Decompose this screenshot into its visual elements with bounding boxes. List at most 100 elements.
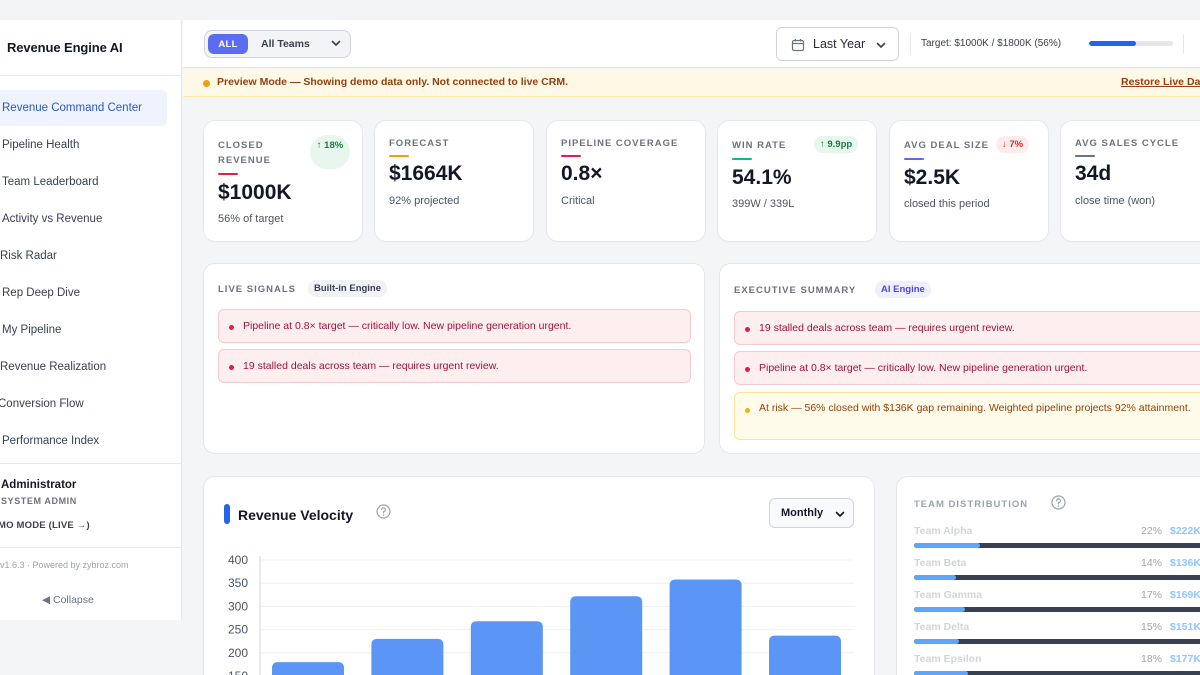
- velocity-bar[interactable]: [272, 662, 344, 675]
- kpi-subtext: 92% projected: [389, 195, 460, 207]
- signal-alert: 19 stalled deals across team — requires …: [218, 349, 691, 383]
- kpi-card-win-rate: WIN RATE ↑ 9.9pp 54.1% 399W / 339L: [717, 120, 877, 242]
- sidebar-item-pipeline-health[interactable]: Pipeline Health: [2, 138, 80, 151]
- panel-title: LIVE SIGNALS: [218, 284, 296, 295]
- user-role: SYSTEM ADMIN: [1, 496, 77, 506]
- kpi-accent: [1075, 155, 1095, 157]
- alert-text: Pipeline at 0.8× target — critically low…: [759, 362, 1088, 374]
- kpi-card-pipeline-coverage: PIPELINE COVERAGE 0.8× Critical: [546, 120, 706, 242]
- kpi-subtext: Critical: [561, 195, 595, 207]
- live-signals-panel: LIVE SIGNALS Built-in Engine Pipeline at…: [203, 263, 705, 454]
- kpi-value: 54.1%: [732, 166, 792, 189]
- scope-all-button[interactable]: ALL: [208, 34, 248, 54]
- sidebar-item-risk-radar[interactable]: Risk Radar: [0, 249, 57, 262]
- y-tick-label: 350: [228, 576, 248, 590]
- sidebar-divider: [0, 547, 182, 548]
- sidebar-nav: Revenue Command Center Pipeline Health T…: [0, 76, 181, 459]
- kpi-accent: [218, 173, 238, 175]
- team-share-percent: 14%: [1141, 557, 1163, 569]
- sidebar-item-revenue-command-center[interactable]: Revenue Command Center: [0, 90, 167, 126]
- sidebar-divider: [0, 463, 182, 464]
- sidebar-item-conversion-flow[interactable]: Conversion Flow: [0, 397, 84, 410]
- kpi-label: FORECAST: [389, 138, 450, 149]
- kpi-value: $1000K: [218, 181, 292, 204]
- summary-alert: Pipeline at 0.8× target — critically low…: [734, 351, 1200, 385]
- top-strip: [0, 0, 1200, 20]
- engine-chip: Built-in Engine: [308, 280, 388, 297]
- kpi-card-avg-sales-cycle: AVG SALES CYCLE 34d close time (won): [1060, 120, 1200, 242]
- restore-live-data-link[interactable]: Restore Live Data: [1121, 76, 1200, 88]
- team-share-fill: [914, 543, 980, 548]
- team-share-percent: 18%: [1141, 653, 1163, 665]
- executive-summary-panel: EXECUTIVE SUMMARY AI Engine 19 stalled d…: [719, 263, 1200, 454]
- y-tick-label: 300: [228, 599, 248, 613]
- kpi-value: 34d: [1075, 162, 1112, 185]
- kpi-label: PIPELINE COVERAGE: [561, 138, 679, 149]
- team-share-bar: [914, 607, 1200, 612]
- kpi-subtext: closed this period: [904, 198, 990, 210]
- help-icon[interactable]: [376, 504, 391, 519]
- sidebar-item-performance-index[interactable]: Performance Index: [2, 434, 100, 447]
- team-revenue-amount: $222K: [1170, 525, 1200, 537]
- revenue-velocity-panel: Revenue Velocity Monthly 150 200 250 300 350…: [203, 476, 875, 675]
- velocity-title: Revenue Velocity: [238, 507, 354, 523]
- revenue-velocity-chart: 150 200 250 300 350 400: [228, 553, 854, 675]
- app-title: Revenue Engine AI: [0, 20, 181, 76]
- demo-mode-toggle[interactable]: MO MODE (LIVE →): [0, 520, 90, 531]
- period-select[interactable]: Last Year: [776, 27, 899, 61]
- sidebar-item-rep-deep-dive[interactable]: Rep Deep Dive: [2, 286, 80, 299]
- preview-banner-text: Preview Mode — Showing demo data only. N…: [217, 76, 569, 88]
- velocity-bar[interactable]: [470, 621, 543, 675]
- alert-dot-icon: [745, 327, 750, 332]
- kpi-subtext: 56% of target: [218, 213, 284, 225]
- team-revenue-amount: $177K: [1170, 653, 1200, 665]
- kpi-accent: [389, 155, 409, 157]
- chevron-down-icon: [835, 511, 845, 517]
- alert-text: Pipeline at 0.8× target — critically low…: [243, 320, 572, 332]
- y-tick-label: 250: [228, 623, 248, 637]
- y-tick-label: 200: [228, 646, 248, 660]
- kpi-card-forecast: FORECAST $1664K 92% projected: [374, 120, 534, 242]
- sidebar: Revenue Engine AI Revenue Command Center…: [0, 20, 182, 620]
- team-name: Team Gamma: [914, 589, 983, 601]
- alert-text: At risk — 56% closed with $136K gap rema…: [759, 402, 1191, 414]
- velocity-bar[interactable]: [769, 635, 841, 675]
- kpi-value: $2.5K: [904, 166, 961, 189]
- target-progress-label: Target: $1000K / $1800K (56%): [921, 38, 1062, 49]
- sidebar-item-activity-vs-revenue[interactable]: Activity vs Revenue: [2, 212, 103, 225]
- team-distribution-panel: TEAM DISTRIBUTION Team Alpha 22% $222K Team…: [896, 476, 1200, 675]
- kpi-accent: [904, 158, 924, 160]
- velocity-bar[interactable]: [669, 579, 742, 675]
- help-icon[interactable]: [1051, 495, 1066, 510]
- kpi-accent: [732, 158, 752, 160]
- kpi-label: AVG DEAL SIZE: [904, 140, 989, 151]
- version-label: v1.6.3 · Powered by zybroz.com: [0, 560, 129, 570]
- team-share-fill: [914, 639, 959, 644]
- kpi-card-avg-deal-size: AVG DEAL SIZE ↓ 7% $2.5K closed this per…: [889, 120, 1049, 242]
- period-label: Last Year: [813, 37, 866, 51]
- kpi-trend-badge: ↑ 18%: [310, 135, 350, 169]
- calendar-icon: [791, 39, 805, 52]
- summary-alert: At risk — 56% closed with $136K gap rema…: [734, 392, 1200, 440]
- panel-title: EXECUTIVE SUMMARY: [734, 285, 857, 296]
- team-select[interactable]: All Teams: [261, 38, 310, 50]
- velocity-bar[interactable]: [371, 638, 444, 675]
- sidebar-item-team-leaderboard[interactable]: Team Leaderboard: [2, 175, 99, 188]
- velocity-bar[interactable]: [570, 596, 643, 675]
- target-progress-fill: [1089, 41, 1137, 46]
- target-progress-bar: [1089, 41, 1173, 46]
- team-name: Team Epsilon: [914, 653, 982, 665]
- sidebar-item-my-pipeline[interactable]: My Pipeline: [2, 323, 62, 336]
- sidebar-item-revenue-realization[interactable]: Revenue Realization: [0, 360, 107, 373]
- chevron-down-icon[interactable]: [330, 37, 342, 49]
- velocity-accent: [224, 504, 230, 524]
- alert-dot-icon: [229, 365, 234, 370]
- collapse-button[interactable]: ◀ Collapse: [42, 594, 94, 606]
- granularity-select[interactable]: Monthly: [769, 498, 854, 528]
- alert-dot-icon: [229, 325, 234, 330]
- alert-text: 19 stalled deals across team — requires …: [243, 360, 499, 372]
- kpi-label: AVG SALES CYCLE: [1075, 138, 1180, 149]
- team-share-percent: 22%: [1141, 525, 1163, 537]
- panel-title: TEAM DISTRIBUTION: [914, 499, 1029, 510]
- team-share-bar: [914, 575, 1200, 580]
